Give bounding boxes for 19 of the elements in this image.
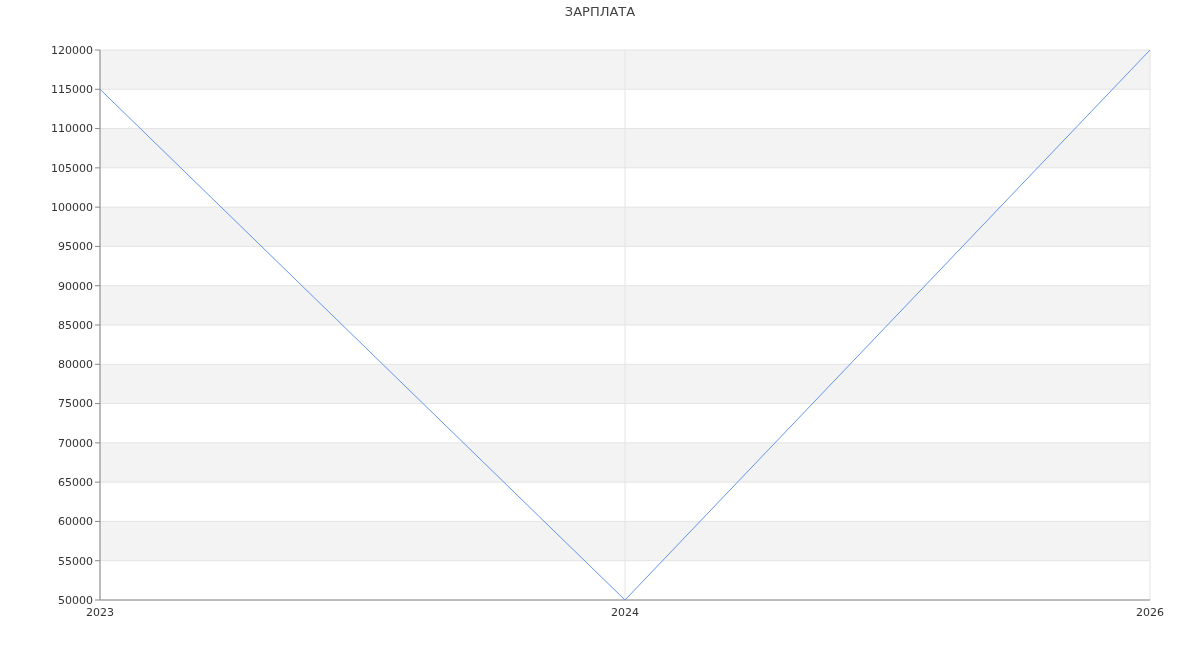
y-tick-label: 120000 — [51, 43, 93, 57]
x-tick-label: 2026 — [1136, 605, 1164, 619]
y-tick-label: 90000 — [58, 279, 93, 293]
y-tick-label: 70000 — [58, 436, 93, 450]
chart-title: ЗАРПЛАТА — [563, 4, 637, 20]
y-tick-label: 95000 — [58, 240, 93, 254]
y-tick-label: 115000 — [51, 83, 93, 97]
y-tick-label: 105000 — [51, 161, 93, 175]
x-tick-label: 2023 — [86, 605, 114, 619]
y-tick-label: 55000 — [58, 554, 93, 568]
y-tick-label: 50000 — [58, 593, 93, 607]
y-tick-label: 85000 — [58, 318, 93, 332]
y-tick-label: 80000 — [58, 358, 93, 372]
x-tick-label: 2024 — [611, 605, 639, 619]
y-tick-label: 60000 — [58, 515, 93, 529]
y-tick-label: 75000 — [58, 397, 93, 411]
y-tick-label: 110000 — [51, 122, 93, 136]
y-tick-label: 100000 — [51, 201, 93, 215]
y-tick-label: 65000 — [58, 476, 93, 490]
